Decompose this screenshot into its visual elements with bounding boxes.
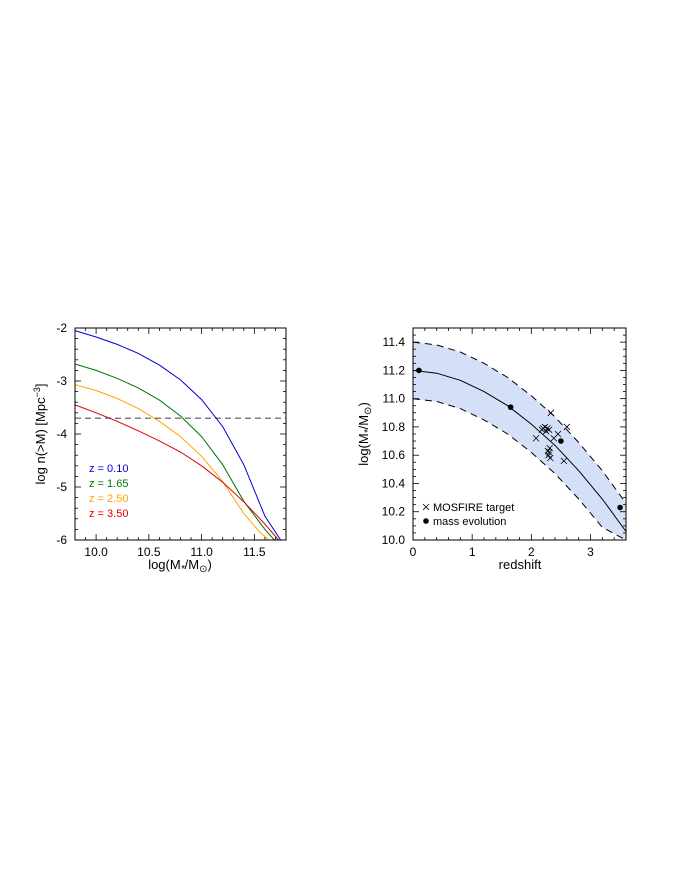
right-ytick-label: 11.4: [383, 335, 406, 349]
right-ytick-label: 10.2: [382, 505, 406, 519]
left-ytick-label: -4: [56, 427, 67, 441]
left-panel: 10.0 10.5 11.0 11.5 -6 -5 -4 -3 -2 log(M*/M⊙) lo…: [32, 321, 287, 575]
mosfire-target-marker: [547, 409, 555, 417]
mass-evolution-point: [558, 438, 564, 444]
right-ytick-label: 10.6: [382, 448, 406, 462]
right-frame: [412, 327, 627, 541]
mosfire-target-marker: [545, 426, 553, 434]
right-ylabel: log(M*/M⊙): [356, 402, 374, 466]
cross-stroke: [546, 454, 554, 462]
cross-stroke: [422, 503, 430, 511]
cross-stroke: [545, 451, 552, 459]
band-lower-edge: [412, 398, 627, 541]
left-xtick-label: 11.5: [243, 545, 266, 559]
right-ytick-label: 11.0: [383, 392, 406, 406]
right-xtick-label: 3: [587, 545, 594, 559]
right-ytick-label: 10.8: [382, 420, 406, 434]
left-frame: [74, 327, 287, 541]
right-ytick-label: 11.2: [383, 363, 406, 377]
legend-entry-0: z = 0.10: [89, 463, 128, 475]
left-ytick-label: -5: [56, 480, 67, 494]
right-xtick-label: 0: [410, 545, 417, 559]
legend-mosfire-label: MOSFIRE target: [433, 502, 514, 514]
legend-entry-1: z = 1.65: [89, 478, 128, 490]
legend-dot-icon: [423, 518, 429, 524]
right-tick-labels: 0 1 2 3 10.0 10.2 10.4 10.6 10.8 11.0 11.2 11.4: [382, 335, 595, 559]
left-ytick-label: -3: [56, 374, 67, 388]
series-line-0: [74, 330, 282, 541]
series-line-2: [74, 384, 270, 541]
legend-mass-evolution-label: mass evolution: [433, 516, 506, 528]
mass-evolution-curve: [412, 369, 627, 532]
cross-stroke: [554, 430, 562, 438]
mosfire-target-marker: [532, 434, 540, 442]
left-xtick-label: 10.5: [137, 545, 161, 559]
right-legend: MOSFIRE target mass evolution: [422, 502, 514, 528]
mass-evolution-point: [507, 404, 514, 410]
legend-cross-icon: [422, 503, 430, 511]
mosfire-target-marker: [546, 454, 554, 462]
left-tick-labels: 10.0 10.5 11.0 11.5 -6 -5 -4 -3 -2: [56, 321, 266, 559]
mosfire-target-marker: [554, 430, 562, 438]
right-ytick-label: 10.4: [382, 476, 406, 490]
legend-entry-3: z = 3.50: [89, 508, 128, 520]
series-line-1: [74, 363, 275, 541]
mosfire-target-marker: [563, 423, 571, 431]
cross-stroke: [547, 409, 555, 417]
legend-entry-2: z = 2.50: [89, 493, 128, 505]
right-points: [416, 367, 623, 511]
right-panel: 0 1 2 3 10.0 10.2 10.4 10.6 10.8 11.0 11.2 11.4 red…: [356, 327, 627, 572]
cross-stroke: [546, 444, 553, 452]
mass-evolution-point: [617, 504, 623, 511]
cross-stroke: [532, 434, 540, 442]
mosfire-target-marker: [560, 457, 568, 465]
band-upper-edge: [412, 341, 627, 504]
mosfire-target-marker: [545, 451, 552, 459]
cross-stroke: [563, 423, 571, 431]
right-xtick-label: 2: [528, 545, 535, 559]
cross-stroke: [560, 457, 568, 465]
mosfire-target-marker: [546, 444, 553, 452]
left-ytick-label: -2: [56, 321, 67, 335]
left-ytick-label: -6: [56, 533, 67, 547]
cross-stroke: [545, 426, 553, 434]
left-ylabel: log n(>M) [Mpc−3]: [32, 384, 48, 485]
cross-stroke: [541, 423, 549, 431]
right-ytick-label: 10.0: [382, 533, 406, 547]
left-xtick-label: 11.0: [190, 545, 213, 559]
left-xtick-label: 10.0: [84, 545, 108, 559]
right-xtick-label: 1: [469, 545, 476, 559]
cross-stroke: [545, 449, 553, 456]
right-xlabel: redshift: [499, 557, 542, 572]
left-xlabel: log(M*/M⊙): [148, 557, 212, 575]
left-legend: z = 0.10 z = 1.65 z = 2.50 z = 3.50: [89, 463, 128, 520]
mass-band: [413, 342, 626, 540]
